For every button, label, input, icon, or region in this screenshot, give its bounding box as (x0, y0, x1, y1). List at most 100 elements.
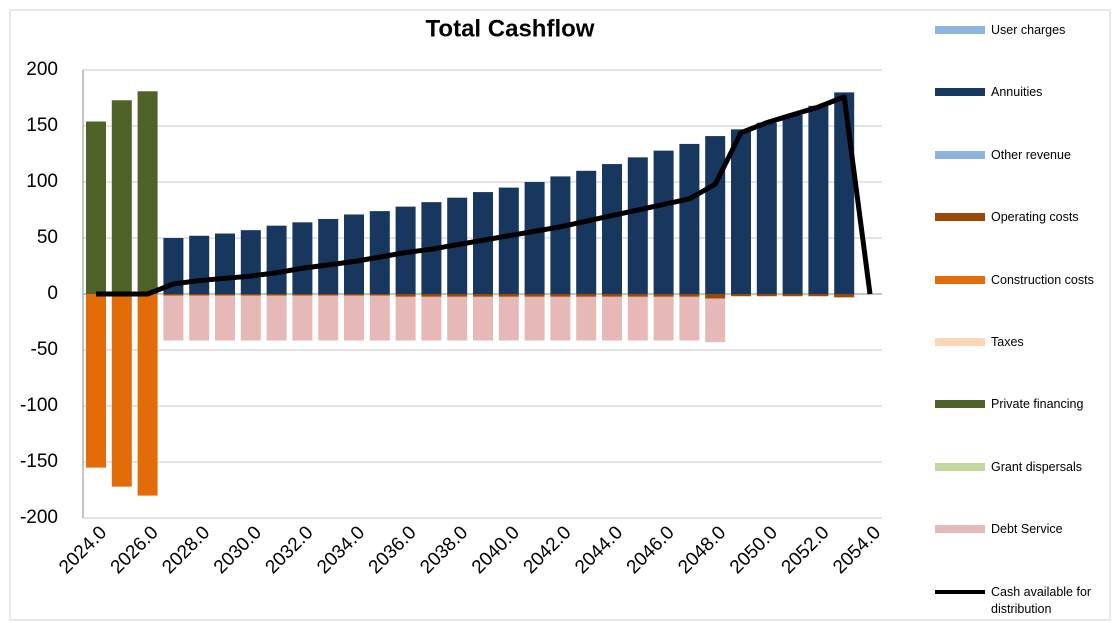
legend-label: User charges (991, 23, 1066, 37)
bar (834, 294, 855, 298)
bar (498, 294, 519, 297)
bar (524, 182, 545, 294)
bar (163, 295, 184, 341)
x-tick-label: 2032.0 (262, 522, 318, 578)
x-tick-label: 2048.0 (674, 522, 730, 578)
bar (395, 294, 416, 297)
bar (266, 225, 287, 294)
x-tick-label: 2024.0 (55, 522, 111, 578)
bar (756, 294, 777, 297)
legend-swatch (935, 88, 985, 97)
legend-item: Construction costs (935, 272, 1111, 289)
bar (576, 294, 597, 297)
y-tick-label: 0 (47, 283, 58, 304)
bar (86, 294, 106, 468)
bar (189, 294, 210, 296)
chart-border (9, 9, 1111, 621)
legend-swatch (935, 400, 985, 409)
bar (731, 294, 751, 297)
bar (447, 294, 468, 297)
bar (344, 294, 364, 296)
legend-label: Debt Service (991, 522, 1063, 537)
bar (369, 211, 390, 294)
legend-label: Private financing (991, 397, 1084, 412)
bar (602, 296, 622, 341)
y-tick-label: 100 (26, 171, 58, 192)
bar (369, 295, 390, 341)
bar (627, 157, 648, 294)
bar (602, 164, 622, 294)
line (96, 94, 873, 297)
bar (189, 235, 210, 294)
legend-swatch (935, 525, 985, 534)
y-tick-label: -50 (31, 339, 58, 360)
x-tick-label: 2044.0 (571, 522, 627, 578)
bar (705, 136, 726, 294)
bar (498, 187, 519, 294)
bar (318, 295, 339, 341)
bar (240, 230, 261, 294)
bar (782, 294, 803, 297)
legend-item: Annuities (935, 84, 1111, 101)
bar (550, 176, 571, 294)
bar (266, 294, 287, 296)
bar (292, 294, 313, 296)
bar (395, 296, 416, 341)
legend-item: Private financing (935, 396, 1111, 413)
bar (627, 296, 648, 341)
y-tick-label: -150 (20, 451, 58, 472)
y-tick-label: -200 (20, 507, 58, 528)
bar (602, 294, 622, 297)
x-tick-label: 2042.0 (520, 522, 576, 578)
legend-label: Annuities (991, 85, 1043, 100)
bar (86, 121, 106, 295)
bar (498, 296, 519, 341)
legend-label: Other revenue (991, 147, 1071, 162)
legend-label: Operating costs (991, 210, 1079, 225)
bar (215, 294, 235, 296)
legend: User charges Annuities Other revenue Operat… (935, 0, 1113, 623)
bar (292, 222, 313, 294)
legend-item: Cash available for distribution (935, 584, 1111, 618)
bar (524, 296, 545, 341)
x-tick-label: 2034.0 (313, 522, 369, 578)
bar (163, 294, 184, 296)
bar (215, 295, 235, 341)
x-tick-label: 2046.0 (623, 522, 679, 578)
legend-item: Operating costs (935, 209, 1111, 226)
legend-item: User charges (935, 22, 1111, 39)
bar (137, 294, 158, 496)
bar (550, 296, 571, 341)
bar (111, 294, 132, 487)
bar (318, 294, 339, 296)
bar (266, 295, 287, 341)
bar (421, 294, 442, 297)
bar (240, 294, 261, 296)
x-tick-label: 2054.0 (829, 522, 885, 578)
legend-swatch (935, 150, 985, 159)
x-tick-label: 2052.0 (778, 522, 834, 578)
x-tick-label: 2050.0 (726, 522, 782, 578)
legend-swatch (935, 275, 985, 284)
bar (163, 238, 184, 294)
bar (653, 296, 674, 341)
bar (627, 294, 648, 297)
x-tick-label: 2040.0 (468, 522, 524, 578)
bar (808, 294, 829, 297)
bar (215, 233, 235, 294)
legend-swatch (935, 462, 985, 471)
bar (111, 100, 132, 295)
legend-swatch (935, 26, 985, 34)
bar (473, 294, 493, 297)
bar (679, 296, 700, 341)
legend-item: Grant dispersals (935, 459, 1111, 476)
bar (808, 105, 829, 294)
bar (447, 296, 468, 341)
bar (473, 296, 493, 341)
y-tick-label: 50 (37, 227, 58, 248)
x-tick-label: 2030.0 (210, 522, 266, 578)
bar (705, 298, 726, 343)
x-tick-label: 2038.0 (416, 522, 472, 578)
bar (137, 91, 158, 294)
